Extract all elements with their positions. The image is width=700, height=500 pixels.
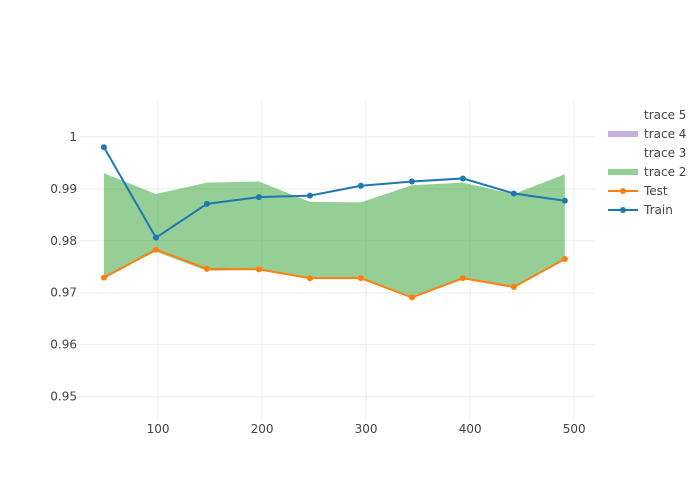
line-layer	[103, 146, 566, 299]
x-tick-label: 200	[251, 422, 274, 436]
legend-swatch	[608, 169, 638, 175]
legend-label: Test	[643, 184, 668, 198]
point-train[interactable]	[408, 178, 415, 185]
point-test[interactable]	[306, 275, 313, 282]
legend-item-train[interactable]: Train	[608, 203, 673, 217]
point-test[interactable]	[100, 274, 107, 281]
legend-item-trace-3[interactable]: trace 3	[644, 146, 686, 160]
x-tick-label: 100	[147, 422, 170, 436]
legend-label: trace 5	[644, 108, 686, 122]
band-layer	[103, 173, 565, 297]
x-tick-label: 400	[459, 422, 482, 436]
point-test[interactable]	[510, 284, 517, 291]
point-test[interactable]	[408, 294, 415, 301]
legend-item-trace-5[interactable]: trace 5	[644, 108, 686, 122]
legend-item-trace-2[interactable]: trace 2	[608, 165, 686, 179]
point-test[interactable]	[255, 266, 262, 273]
legend-swatch	[608, 131, 638, 137]
point-train[interactable]	[255, 194, 262, 201]
point-train[interactable]	[203, 200, 210, 207]
point-train[interactable]	[459, 175, 466, 182]
point-train[interactable]	[306, 192, 313, 199]
marker-layer	[100, 144, 568, 301]
line-test	[103, 248, 566, 299]
legend-swatch-marker	[620, 207, 626, 213]
y-tick-label: 0.99	[50, 182, 77, 196]
legend-label: trace 2	[644, 165, 686, 179]
point-train[interactable]	[510, 190, 517, 197]
point-train[interactable]	[100, 144, 107, 151]
point-train[interactable]	[357, 182, 364, 189]
legend-label: Train	[643, 203, 673, 217]
point-test[interactable]	[152, 246, 159, 253]
legend[interactable]: trace 5 trace 4 trace 3 trace 2 Test Train	[608, 108, 686, 217]
y-tick-label: 0.97	[50, 286, 77, 300]
y-tick-label: 0.95	[50, 390, 77, 404]
y-tick-label: 0.96	[50, 338, 77, 352]
band-trace-2	[103, 173, 565, 297]
legend-item-test[interactable]: Test	[608, 184, 668, 198]
legend-label: trace 3	[644, 146, 686, 160]
point-test[interactable]	[459, 275, 466, 282]
point-train[interactable]	[561, 197, 568, 204]
y-tick-label: 0.98	[50, 234, 77, 248]
line-train	[103, 146, 565, 240]
y-tick-label: 1	[69, 130, 77, 144]
x-tick-label: 300	[355, 422, 378, 436]
x-tick-label: 500	[563, 422, 586, 436]
point-test[interactable]	[203, 265, 210, 272]
point-test[interactable]	[357, 275, 364, 282]
point-train[interactable]	[152, 234, 159, 241]
axis-layer: 0.95 0.96 0.97 0.98 0.99 1 100 200 300 400 500	[50, 130, 585, 436]
legend-item-trace-4[interactable]: trace 4	[608, 127, 686, 141]
legend-swatch-marker	[620, 188, 626, 194]
legend-label: trace 4	[644, 127, 686, 141]
point-test[interactable]	[561, 255, 568, 262]
